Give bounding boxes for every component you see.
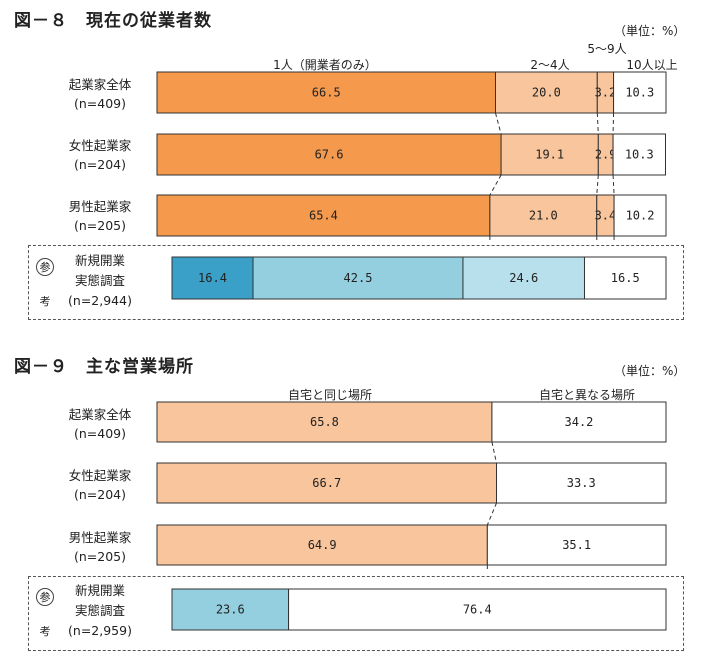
connector-line bbox=[486, 502, 497, 526]
bar-value-label: 3.2 bbox=[595, 86, 617, 100]
bar-value-label: 10.2 bbox=[626, 209, 655, 223]
chart1-reference-tag-top: 参 bbox=[36, 258, 54, 276]
bar-value-label: 64.9 bbox=[308, 538, 337, 552]
reference-value-label: 42.5 bbox=[344, 271, 373, 285]
bar-value-label: 66.5 bbox=[312, 86, 341, 100]
bar-segment bbox=[612, 133, 666, 176]
bar-value-label: 35.1 bbox=[562, 538, 591, 552]
bar-segment bbox=[494, 71, 598, 114]
connector-line bbox=[612, 174, 615, 196]
connector-line bbox=[489, 174, 502, 196]
reference-value-label: 76.4 bbox=[463, 603, 492, 617]
bar-value-label: 20.0 bbox=[532, 86, 561, 100]
bar-value-label: 21.0 bbox=[529, 209, 558, 223]
reference-value-label: 16.4 bbox=[198, 271, 227, 285]
chart1-reference-label: 新規開業 実態調査 (n=2,944) bbox=[68, 253, 132, 308]
chart2-row-label: 起業家全体 (n=409) bbox=[68, 407, 132, 441]
bar-value-label: 66.7 bbox=[312, 476, 341, 490]
chart2-reference-tag-top: 参 bbox=[36, 588, 54, 606]
bar-value-label: 67.6 bbox=[315, 148, 344, 162]
bar-segment bbox=[156, 401, 493, 443]
bar-value-label: 3.4 bbox=[595, 209, 617, 223]
reference-bar-segment bbox=[462, 256, 585, 300]
bar-segment bbox=[156, 462, 498, 504]
connector-line bbox=[495, 112, 502, 135]
bar-segment bbox=[491, 401, 667, 443]
bar-segment bbox=[613, 71, 667, 114]
chart2-reference-label: 新規開業 実態調査 (n=2,959) bbox=[68, 583, 132, 638]
chart1-title: 図－８ 現在の従業者数 bbox=[14, 11, 212, 31]
reference-bar-segment bbox=[288, 588, 667, 631]
chart1-unit: （単位：%） bbox=[614, 24, 686, 38]
bar-value-label: 33.3 bbox=[567, 476, 596, 490]
chart2-reference-tag-bottom: 考 bbox=[39, 625, 51, 638]
chart1-col-header-3: 5～9人 bbox=[587, 42, 627, 56]
bar-value-label: 10.3 bbox=[625, 148, 654, 162]
bar-value-label: 65.4 bbox=[309, 209, 338, 223]
chart2-title: 図－９ 主な営業場所 bbox=[14, 357, 194, 377]
connector-line bbox=[596, 174, 599, 196]
bar-segment bbox=[156, 524, 488, 566]
chart1-row-label: 女性起業家 (n=204) bbox=[68, 138, 132, 172]
bar-segment bbox=[500, 133, 599, 176]
bar-segment bbox=[156, 194, 491, 237]
chart2-reference-box bbox=[28, 576, 684, 651]
reference-value-label: 16.5 bbox=[611, 271, 640, 285]
bar-value-label: 65.8 bbox=[310, 415, 339, 429]
chart1-col-header-2: 2～4人 bbox=[530, 58, 570, 72]
bar-segment bbox=[156, 133, 502, 176]
chart2-row-label: 女性起業家 (n=204) bbox=[68, 468, 132, 502]
bar-value-label: 2.9 bbox=[595, 148, 617, 162]
reference-bar-segment bbox=[252, 256, 464, 300]
reference-value-label: 24.6 bbox=[509, 271, 538, 285]
chart1-reference-box bbox=[28, 245, 684, 320]
chart1-col-header-1: 1人（開業者のみ） bbox=[273, 58, 377, 72]
bar-segment bbox=[156, 71, 496, 114]
bar-value-label: 10.3 bbox=[625, 86, 654, 100]
chart1-row-label: 男性起業家 (n=205) bbox=[68, 199, 132, 233]
bar-value-label: 34.2 bbox=[565, 415, 594, 429]
reference-value-label: 23.6 bbox=[216, 603, 245, 617]
chart2-col-header-2: 自宅と異なる場所 bbox=[538, 388, 635, 402]
connector-line bbox=[596, 112, 599, 135]
bar-segment bbox=[613, 194, 667, 237]
bar-value-label: 19.1 bbox=[535, 148, 564, 162]
chart1-row-label: 起業家全体 (n=409) bbox=[68, 77, 132, 111]
chart2-col-header-1: 自宅と同じ場所 bbox=[287, 388, 372, 402]
bar-segment bbox=[486, 524, 667, 566]
chart1-col-header-4: 10人以上 bbox=[626, 58, 678, 72]
chart2-row-label: 男性起業家 (n=205) bbox=[68, 530, 132, 564]
chart2-unit: （単位：%） bbox=[614, 364, 686, 378]
reference-bar-segment bbox=[583, 256, 667, 300]
chart1-reference-tag-bottom: 考 bbox=[39, 295, 51, 308]
bar-segment bbox=[496, 462, 667, 504]
connector-line bbox=[491, 441, 497, 464]
connector-line bbox=[612, 112, 615, 135]
